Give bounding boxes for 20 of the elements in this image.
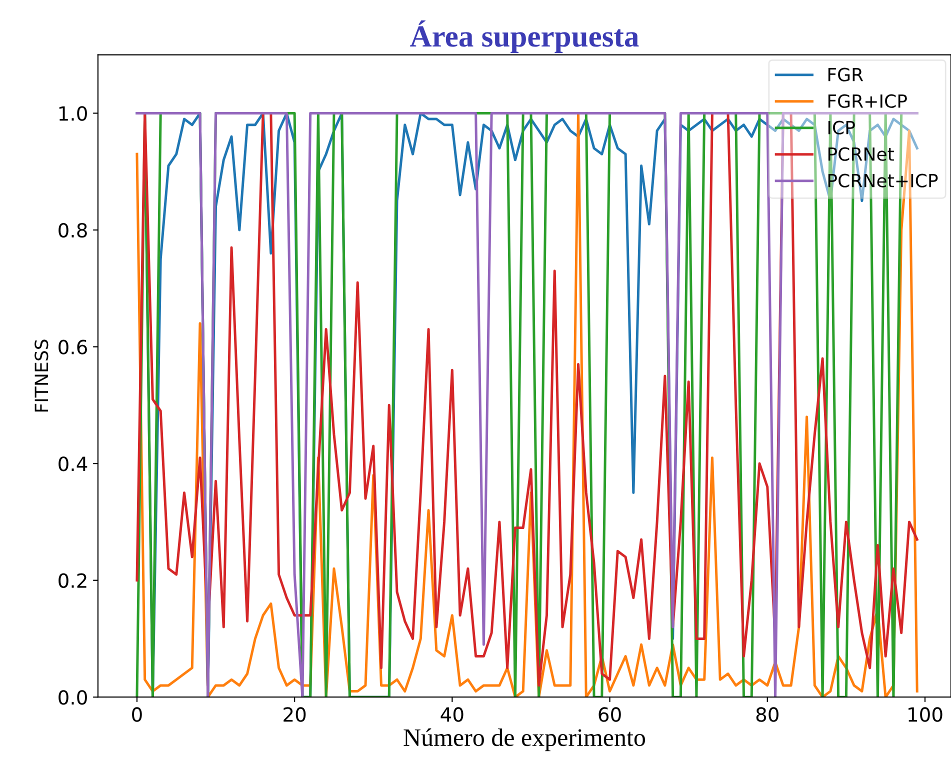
x-tick-label: 40 (440, 707, 464, 722)
x-tick-label: 80 (756, 707, 778, 722)
x-tick-label: 20 (284, 707, 306, 722)
y-tick-label: 0.6 (58, 340, 88, 354)
legend-label: FGR (828, 68, 864, 82)
legend-label: FGR+ICP (828, 94, 907, 108)
y-axis-title: FITNESS (34, 340, 48, 412)
x-tick-label: 100 (908, 707, 942, 722)
legend-label: ICP (828, 120, 855, 134)
x-tick-label: 60 (598, 707, 621, 722)
y-tick-label: 0.4 (58, 456, 88, 472)
chart-title: Área superpuesta (410, 20, 639, 53)
legend-label: PCRNet+ICP (828, 174, 938, 188)
legend-label: PCRNet (828, 147, 894, 161)
x-axis-title: Número de experimento (404, 728, 646, 752)
x-tick-label: 0 (132, 707, 142, 722)
y-tick-label: 0.0 (58, 690, 87, 705)
y-tick-label: 0.8 (58, 222, 87, 238)
y-tick-label: 1.0 (59, 106, 87, 121)
y-tick-label: 0.2 (58, 573, 86, 588)
